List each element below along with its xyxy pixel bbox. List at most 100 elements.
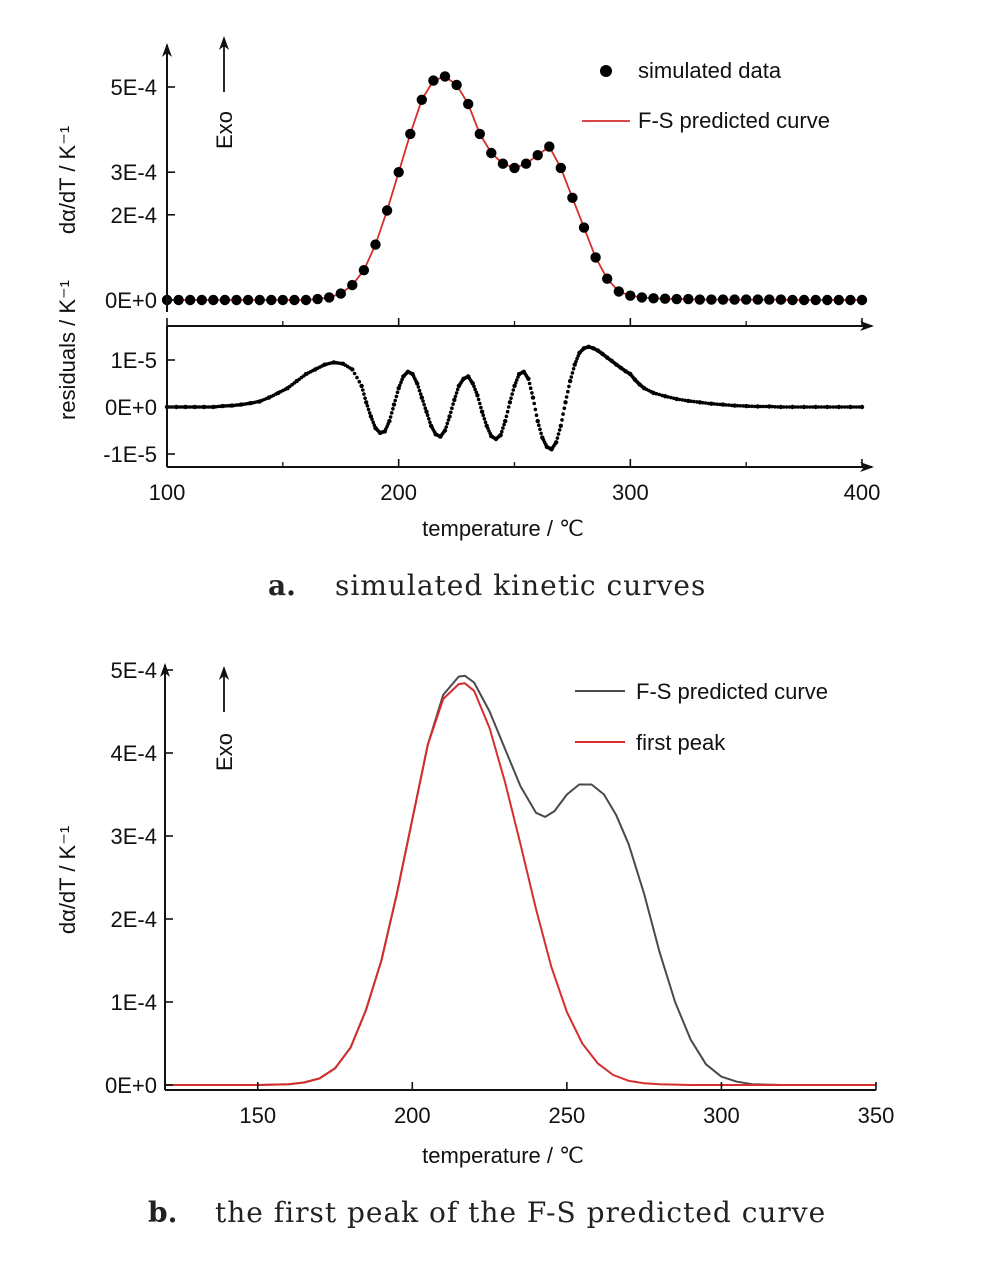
data-point-simulated — [683, 293, 694, 305]
y-tick-label: 3E-4 — [111, 160, 157, 185]
panel-b-y-ticks: 0E+0 1E-4 2E-4 3E-4 4E-4 5E-4 — [105, 658, 173, 1098]
residual-point — [361, 388, 365, 392]
residual-point — [534, 413, 539, 418]
residual-point — [359, 383, 364, 389]
residual-point — [572, 362, 577, 367]
data-point-simulated — [532, 150, 543, 161]
residual-point — [395, 390, 400, 395]
data-point-simulated — [393, 167, 404, 178]
panel-a-chart: 0E+0 2E-4 3E-4 5E-4 -1E-5 0E+0 1E-5 100 200 300… — [55, 36, 881, 602]
panel-a-lower-y-ticks: -1E-5 0E+0 1E-5 — [103, 348, 175, 467]
residual-point — [537, 423, 541, 428]
data-point-simulated — [833, 294, 844, 306]
residual-point — [449, 410, 453, 415]
residual-point — [417, 388, 422, 393]
data-point-simulated — [764, 294, 775, 305]
data-point-simulated — [474, 128, 485, 140]
data-point-simulated — [636, 292, 648, 303]
y-tick-label: 5E-4 — [111, 658, 157, 683]
data-point-simulated — [289, 294, 300, 306]
residual-point — [761, 404, 766, 409]
residual-point — [816, 405, 821, 409]
residual-point — [530, 391, 534, 395]
data-point-simulated — [486, 147, 497, 159]
data-point-simulated — [694, 294, 705, 305]
panel-a-upper-y-ticks: 0E+0 2E-4 3E-4 5E-4 — [105, 75, 175, 313]
legend-label-fs-predicted: F-S predicted curve — [638, 108, 830, 133]
residual-point — [738, 404, 743, 408]
panel-a-residuals-plot — [164, 344, 865, 452]
residual-point — [555, 436, 560, 440]
residual-point — [680, 398, 685, 402]
residual-point — [510, 392, 514, 396]
data-point-simulated — [277, 294, 288, 306]
data-point-simulated — [671, 293, 682, 305]
residual-point — [842, 405, 847, 409]
residual-point — [700, 400, 705, 405]
residual-point — [744, 403, 749, 409]
y-tick-label: -1E-5 — [103, 442, 157, 467]
x-tick-label: 300 — [612, 480, 649, 505]
residual-point — [365, 404, 370, 408]
residual-point — [504, 414, 509, 419]
residual-point — [482, 417, 487, 421]
residual-point — [747, 404, 751, 409]
residual-point — [367, 411, 372, 415]
data-point-simulated — [613, 286, 624, 297]
panel-b-exo-annotation: Exo — [212, 666, 237, 771]
residual-point — [732, 403, 737, 408]
residual-point — [556, 432, 561, 436]
residual-point — [473, 387, 477, 392]
panel-b-x-ticks: 150 200 250 300 350 — [239, 1082, 894, 1128]
residual-point — [724, 403, 728, 407]
residual-point — [697, 400, 702, 405]
x-tick-label: 100 — [149, 480, 186, 505]
residual-point — [561, 412, 565, 416]
residual-point — [686, 398, 691, 404]
residual-point — [396, 386, 401, 391]
data-point-simulated — [370, 239, 381, 250]
data-point-simulated — [590, 252, 601, 263]
residual-point — [506, 405, 511, 409]
panel-a-x-ticks: 100 200 300 400 — [149, 318, 881, 505]
residual-point — [502, 422, 506, 427]
residual-point — [526, 376, 531, 381]
legend-label-simulated-data: simulated data — [638, 58, 782, 83]
x-tick-label: 300 — [703, 1103, 740, 1128]
residual-point — [801, 404, 807, 410]
data-point-simulated — [717, 294, 729, 305]
legend-marker-simulated-data — [600, 65, 612, 77]
residual-point — [692, 399, 696, 404]
residual-point — [422, 402, 426, 407]
residual-point — [532, 401, 536, 406]
residual-point — [782, 405, 786, 409]
data-point-simulated — [578, 222, 590, 233]
panel-a-caption: simulated kinetic curves — [335, 569, 706, 602]
residual-point — [425, 413, 430, 418]
residual-point — [479, 409, 485, 414]
residual-point — [735, 403, 740, 408]
residual-point — [391, 407, 395, 411]
residual-point — [567, 384, 571, 389]
data-point-simulated — [324, 292, 335, 303]
residual-point — [825, 404, 830, 410]
panel-b-chart: 0E+0 1E-4 2E-4 3E-4 4E-4 5E-4 150 200 250 300 350… — [55, 658, 894, 1229]
residual-point — [538, 427, 542, 432]
residual-point — [503, 418, 508, 424]
data-point-simulated — [787, 294, 798, 306]
residual-point — [563, 400, 568, 405]
x-tick-label: 400 — [844, 480, 881, 505]
residual-point — [393, 398, 398, 403]
residual-point — [564, 395, 569, 399]
residual-point — [398, 383, 402, 388]
residual-point — [715, 402, 719, 407]
residual-point — [666, 395, 670, 399]
data-point-simulated — [659, 293, 671, 304]
residual-point — [450, 406, 454, 411]
residual-point — [562, 406, 567, 411]
residual-point — [387, 418, 392, 424]
residual-point — [828, 405, 832, 409]
residual-point — [805, 405, 809, 409]
data-point-simulated — [520, 158, 532, 169]
residual-point — [567, 378, 573, 384]
